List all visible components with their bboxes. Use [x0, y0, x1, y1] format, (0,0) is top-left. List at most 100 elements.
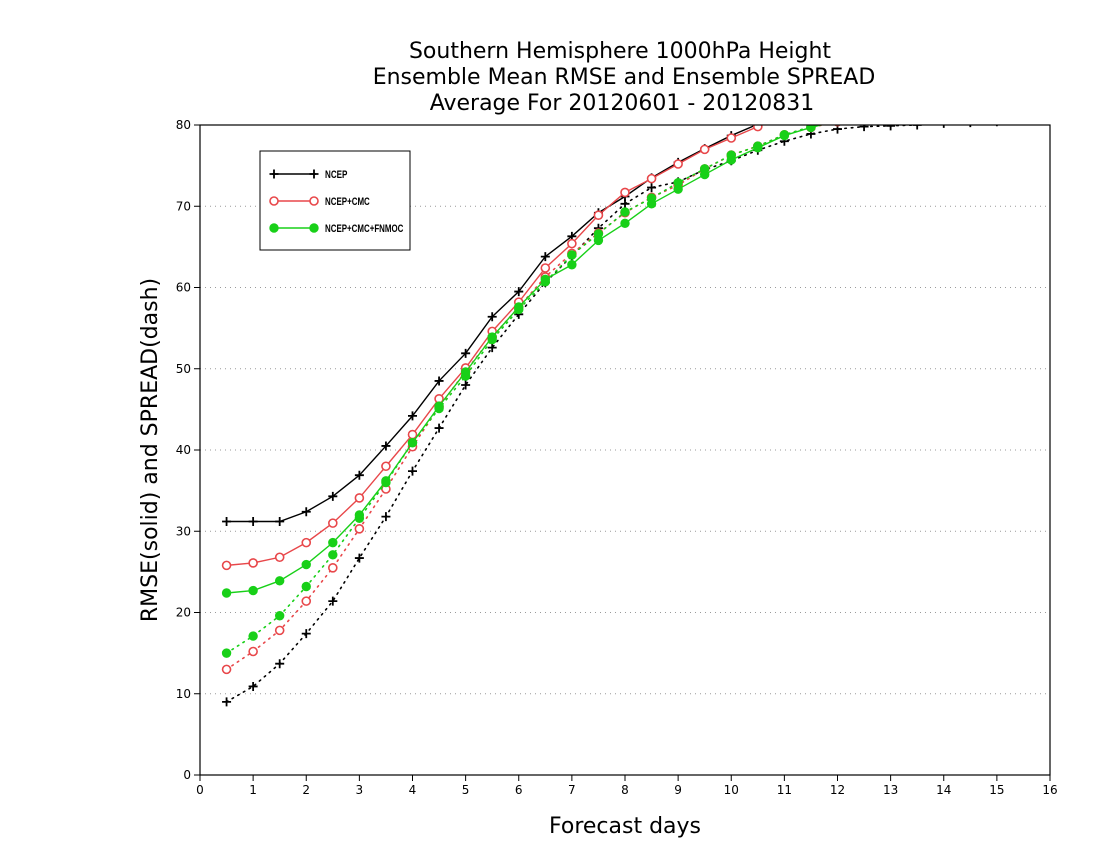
legend: NCEP NCEP+CMC NCEP+CMC+FNMOC: [259, 150, 411, 251]
spread-point-ncep: [354, 553, 364, 563]
rmse-point-ncep: [487, 312, 497, 322]
spread-line-ncep-cmc: [225, 125, 827, 671]
spread-point-ncep-cmc-fnmoc: [620, 207, 630, 217]
spread-point-ncep-cmc-fnmoc: [301, 581, 311, 592]
spread-point-ncep-cmc: [966, 98, 974, 106]
rmse-point-ncep: [354, 470, 364, 480]
rmse-point-ncep: [301, 507, 311, 517]
rmse-point-ncep: [461, 348, 471, 358]
spread-point-ncep-cmc: [301, 596, 312, 606]
x-tick-label: 11: [777, 783, 792, 797]
spread-point-ncep-cmc: [940, 102, 948, 110]
rmse-point-ncep-cmc-fnmoc: [567, 260, 577, 270]
rmse-point-ncep-cmc-fnmoc: [835, 125, 840, 126]
rmse-point-ncep-cmc: [966, 71, 974, 79]
x-tick-label: 0: [196, 783, 204, 797]
rmse-point-ncep-cmc-fnmoc: [753, 143, 763, 153]
rmse-point-ncep-cmc: [860, 90, 868, 98]
y-tick-label: 20: [176, 606, 191, 620]
spread-point-ncep: [408, 466, 417, 476]
rmse-point-ncep-cmc: [248, 558, 258, 568]
spread-point-ncep: [1046, 116, 1055, 125]
x-tick-label: 16: [1042, 783, 1057, 797]
x-tick-label: 9: [674, 783, 682, 797]
rmse-point-ncep-cmc: [354, 493, 365, 503]
rmse-point-ncep-cmc-fnmoc: [699, 169, 710, 180]
x-tick-label: 3: [356, 783, 364, 797]
spread-point-ncep-cmc-fnmoc: [1019, 92, 1027, 100]
spread-point-ncep: [328, 596, 338, 606]
series-ncep-cmc-fnmoc: [221, 83, 1054, 658]
spread-point-ncep: [1022, 125, 1025, 126]
chart-title: Southern Hemisphere 1000hPa Height Ensem…: [373, 39, 876, 116]
rmse-point-ncep-cmc: [593, 210, 604, 220]
rmse-point-ncep-cmc-fnmoc: [354, 510, 365, 520]
rmse-point-ncep: [913, 77, 922, 86]
rmse-point-ncep-cmc-fnmoc: [993, 88, 1001, 96]
rmse-line-ncep-cmc-fnmoc: [226, 125, 824, 594]
y-tick-label: 30: [176, 524, 191, 538]
rmse-point-ncep-cmc: [673, 159, 683, 169]
series-ncep-cmc: [221, 68, 1054, 675]
spread-point-ncep-cmc: [248, 646, 258, 657]
rmse-point-ncep-cmc-fnmoc: [1019, 85, 1027, 93]
spread-point-ncep-cmc-fnmoc: [274, 611, 285, 621]
rmse-point-ncep-cmc: [407, 429, 418, 440]
rmse-point-ncep: [222, 517, 232, 526]
x-tick-label: 12: [830, 783, 845, 797]
x-tick-label: 7: [568, 783, 576, 797]
rmse-point-ncep-cmc: [753, 125, 763, 132]
spread-point-ncep-cmc-fnmoc: [328, 550, 338, 560]
rmse-point-ncep-cmc: [834, 97, 842, 105]
legend-entry-ncep-cmc: NCEP+CMC: [269, 196, 370, 208]
spread-point-ncep-cmc-fnmoc: [913, 103, 921, 111]
rmse-point-ncep-cmc-fnmoc: [221, 588, 232, 598]
spread-point-ncep: [434, 423, 444, 433]
spread-point-ncep-cmc: [913, 105, 921, 113]
gridlines: [200, 205, 1050, 695]
rmse-point-ncep-cmc-fnmoc: [806, 125, 816, 133]
spread-point-ncep: [487, 343, 497, 353]
rmse-point-ncep-cmc: [274, 552, 285, 563]
rmse-point-ncep-cmc-fnmoc: [940, 96, 948, 104]
rmse-point-ncep: [1019, 61, 1028, 70]
rmse-point-ncep-cmc: [993, 68, 1001, 76]
rmse-point-ncep: [328, 491, 338, 501]
spread-point-ncep-cmc: [887, 109, 895, 117]
spread-point-ncep-cmc: [354, 524, 365, 534]
rmse-point-ncep-cmc: [301, 537, 312, 548]
rmse-point-ncep-cmc-fnmoc: [1046, 83, 1054, 91]
spread-point-ncep-cmc-fnmoc: [860, 111, 868, 119]
x-tick-label: 10: [724, 783, 739, 797]
y-tick-label: 50: [176, 362, 191, 376]
rmse-point-ncep: [275, 517, 285, 526]
rmse-point-ncep: [408, 411, 417, 421]
rmse-point-ncep-cmc-fnmoc: [381, 476, 391, 486]
rmse-point-ncep-cmc: [381, 461, 391, 472]
rmse-point-ncep: [381, 441, 391, 451]
legend-marker-ncep-cmc: [269, 196, 279, 206]
rmse-point-ncep-cmc: [913, 80, 921, 88]
rmse-point-ncep-cmc-fnmoc: [540, 274, 551, 285]
rmse-point-ncep: [833, 94, 842, 103]
rmse-point-ncep: [886, 82, 895, 91]
rmse-point-ncep-cmc-fnmoc: [726, 155, 736, 165]
rmse-point-ncep: [1046, 59, 1055, 68]
spread-point-ncep: [248, 681, 258, 691]
spread-point-ncep-cmc-fnmoc: [833, 116, 841, 124]
spread-point-ncep-cmc: [1046, 92, 1054, 100]
x-tick-label: 14: [936, 783, 951, 797]
y-tick-label: 10: [176, 687, 191, 701]
spread-point-ncep-cmc-fnmoc: [567, 250, 577, 260]
series-layer: [221, 59, 1055, 707]
rmse-point-ncep-cmc: [328, 518, 338, 528]
legend-marker-ncep: [269, 169, 279, 179]
spread-point-ncep: [859, 125, 869, 132]
legend-entry-ncep-cmc-fnmoc: NCEP+CMC+FNMOC: [269, 223, 403, 235]
legend-marker-ncep-cmc: [309, 196, 319, 206]
x-tick-label: 4: [409, 783, 417, 797]
rmse-point-ncep-cmc-fnmoc: [620, 218, 630, 229]
spread-point-ncep-cmc-fnmoc: [966, 96, 974, 104]
